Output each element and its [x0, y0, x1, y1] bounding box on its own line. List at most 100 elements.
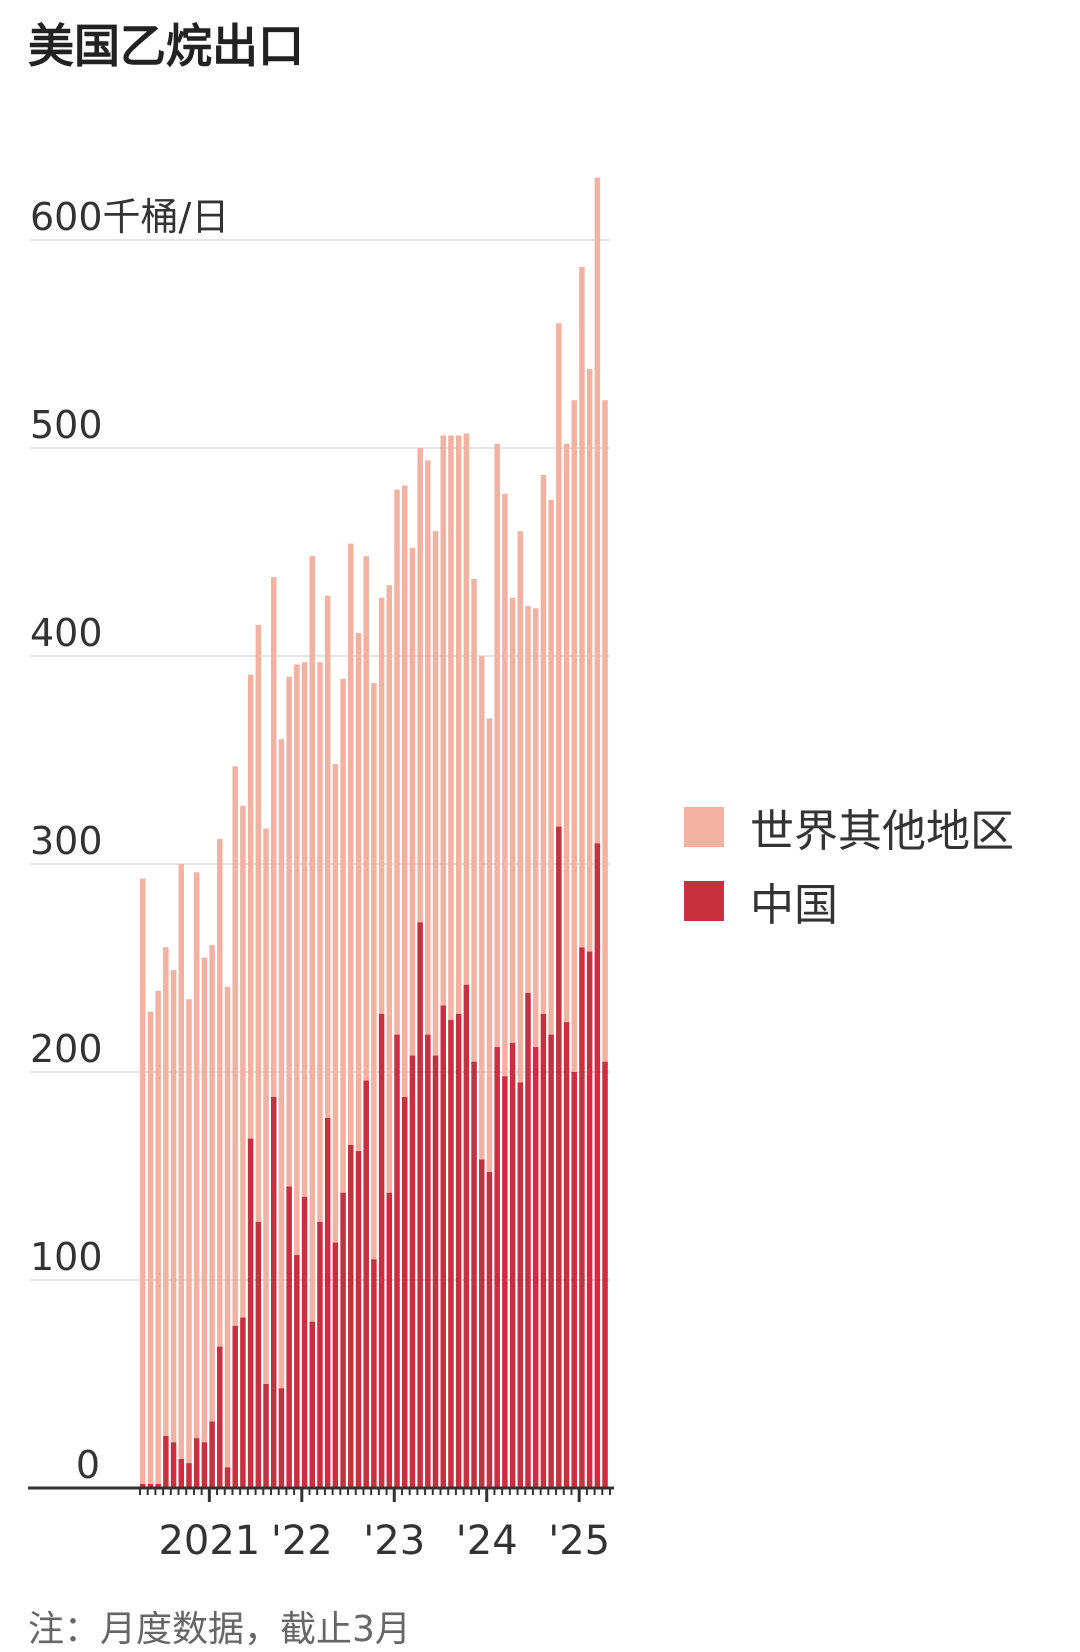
bar-china	[432, 1055, 439, 1488]
bar-rest	[386, 585, 393, 1193]
y-tick-label: 100	[30, 1235, 103, 1279]
bar-china	[579, 947, 585, 1488]
bar-rest	[163, 947, 169, 1436]
bar-china	[471, 1061, 477, 1488]
bar-china	[317, 1221, 323, 1488]
bar-rest	[340, 678, 346, 1193]
bar-china	[263, 1384, 269, 1488]
bar-china	[178, 1458, 185, 1488]
bar-rest	[440, 435, 446, 1006]
bar-china	[563, 1022, 570, 1488]
bar-china	[147, 1483, 154, 1488]
legend: 世界其他地区 中国	[684, 790, 1014, 938]
bar-rest	[147, 1011, 154, 1484]
bar-rest	[263, 828, 269, 1384]
bar-china	[155, 1483, 161, 1488]
y-tick-label: 200	[30, 1027, 103, 1071]
bar-rest	[170, 970, 177, 1443]
bar-china	[525, 992, 531, 1488]
legend-label-china: 中国	[750, 880, 838, 931]
y-tick-label: 400	[30, 611, 103, 655]
bar-rest	[240, 805, 246, 1318]
x-tick-label: '24	[456, 1518, 518, 1564]
bar-rest	[509, 597, 516, 1043]
x-axis	[28, 1486, 614, 1502]
bar-rest	[309, 556, 316, 1322]
bar-rest	[270, 576, 277, 1097]
bar-china	[594, 843, 601, 1488]
bar-china	[163, 1436, 169, 1488]
chart-title: 美国乙烷出口	[28, 19, 304, 73]
bar-rest	[317, 662, 323, 1222]
bar-rest	[224, 986, 231, 1468]
bar-china	[247, 1138, 254, 1488]
bar-rest	[532, 608, 539, 1048]
bar-rest	[186, 999, 192, 1464]
bar-rest	[178, 864, 185, 1459]
bar-rest	[594, 177, 601, 844]
bar-rest	[540, 475, 547, 1014]
bar-rest	[571, 400, 577, 1072]
bar-rest	[417, 448, 423, 923]
bar-rest	[155, 990, 161, 1484]
bar-china	[425, 1034, 431, 1488]
bar-rest	[586, 368, 593, 952]
bar-rest	[448, 435, 454, 1020]
bar-rest	[394, 489, 400, 1035]
bar-china	[363, 1080, 369, 1488]
x-tick-label: '22	[271, 1518, 333, 1564]
bar-china	[540, 1013, 547, 1488]
bar-rest	[463, 433, 470, 985]
y-tick-label: 600千桶/日	[30, 195, 229, 239]
y-tick-label: 0	[76, 1443, 100, 1487]
bar-rest	[556, 323, 562, 827]
bar-china	[224, 1467, 231, 1488]
bar-china	[517, 1082, 524, 1488]
bar-china	[278, 1388, 285, 1488]
bar-china	[556, 826, 562, 1488]
bar-china	[201, 1442, 208, 1488]
bar-rest	[286, 676, 292, 1187]
bar-china	[378, 1013, 385, 1488]
bar-china	[217, 1346, 223, 1488]
bar-rest	[455, 435, 462, 1014]
bar-china	[440, 1005, 446, 1488]
bar-rest	[324, 595, 331, 1118]
bar-china	[232, 1325, 238, 1488]
legend-swatch-rest	[684, 807, 724, 847]
bar-rest	[301, 662, 308, 1197]
bar-china	[140, 1483, 146, 1488]
bar-rest	[332, 764, 339, 1243]
bar-rest	[247, 674, 254, 1139]
bar-rest	[479, 656, 485, 1160]
bar-rest	[217, 839, 223, 1347]
bar-rest	[355, 633, 362, 1152]
bar-china	[394, 1034, 400, 1488]
bar-china	[401, 1096, 408, 1488]
bar-china	[479, 1159, 485, 1488]
bar-rest	[425, 460, 431, 1035]
bar-china	[502, 1076, 508, 1488]
bars	[140, 177, 608, 1488]
legend-item-rest: 世界其他地区	[684, 790, 1014, 864]
bar-rest	[409, 547, 416, 1056]
bar-china	[602, 1061, 608, 1488]
bar-rest	[201, 957, 208, 1443]
bar-china	[548, 1034, 554, 1488]
bar-rest	[232, 766, 238, 1326]
legend-label-rest: 世界其他地区	[750, 806, 1014, 857]
x-tick-label: '23	[363, 1518, 425, 1564]
y-tick-label: 300	[30, 819, 103, 863]
bar-rest	[602, 400, 608, 1062]
bar-rest	[401, 485, 408, 1097]
bar-china	[340, 1192, 346, 1488]
bar-rest	[486, 718, 493, 1172]
bar-rest	[525, 606, 531, 993]
bar-rest	[502, 493, 508, 1077]
y-tick-labels: 0 100 200 300 400 500 600千桶/日	[30, 195, 229, 1487]
bar-rest	[255, 624, 262, 1222]
bar-rest	[471, 579, 477, 1062]
bar-china	[270, 1096, 277, 1488]
bar-china	[494, 1047, 500, 1488]
